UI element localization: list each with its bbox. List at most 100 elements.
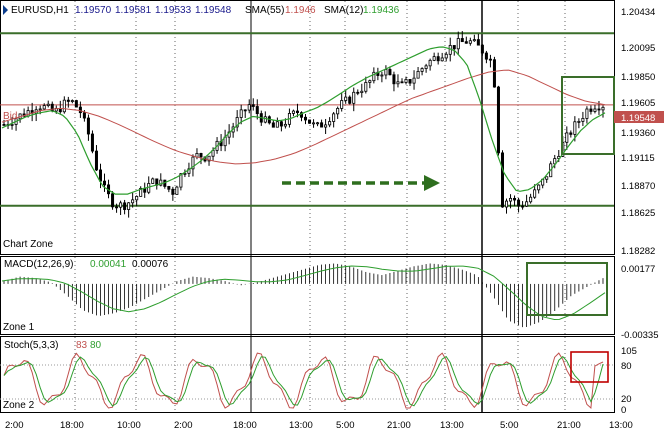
candle-body — [356, 91, 360, 94]
candle-body — [460, 38, 464, 43]
candle-body — [78, 106, 82, 114]
candle-body — [440, 57, 444, 62]
time-tick: 2:00 — [174, 420, 193, 431]
candle-body — [10, 124, 14, 126]
candle-body — [601, 106, 605, 111]
low-value: 1.19533 — [155, 5, 192, 16]
time-tick: 13:00 — [289, 420, 313, 431]
candle-body — [432, 56, 436, 61]
candle-body — [316, 122, 320, 125]
candle-body — [255, 106, 259, 114]
high-value: 1.19581 — [115, 5, 152, 16]
price-tick: 1.19605 — [621, 98, 655, 109]
candle-body — [488, 58, 492, 61]
macd-label: MACD(12,26,9) — [4, 259, 73, 270]
price-tick: 1.18870 — [621, 181, 655, 192]
candle-body — [420, 68, 424, 72]
candle-body — [456, 38, 460, 50]
time-tick: 18:00 — [60, 420, 84, 431]
candle-body — [428, 59, 432, 67]
candle-body — [597, 108, 601, 111]
candle-body — [408, 79, 412, 84]
candle-body — [396, 81, 400, 85]
candle-body — [476, 39, 480, 46]
candle-body — [364, 82, 368, 92]
candle-body — [207, 155, 211, 162]
current-price-tag — [614, 111, 664, 123]
candle-body — [360, 90, 364, 93]
candle-body — [187, 168, 191, 174]
candle-body — [328, 121, 332, 126]
macd-tick: -0.00335 — [621, 330, 659, 341]
macd-panel-frame — [0, 256, 615, 335]
candle-body — [496, 86, 500, 154]
candle-body — [581, 117, 585, 122]
price-tick: 1.18625 — [621, 208, 655, 219]
candles — [2, 31, 605, 218]
price-axis: 1.20434 1.20095 1.19850 1.19605 1.19360 … — [621, 7, 655, 257]
candle-body — [304, 116, 308, 121]
candle-body — [492, 59, 496, 88]
candle-body — [90, 133, 94, 152]
vertical-gridlines — [74, 1, 566, 412]
candle-body — [484, 52, 488, 60]
price-tick: 1.19115 — [621, 153, 655, 164]
stoch-tick: 20 — [621, 394, 632, 405]
candle-body — [42, 105, 46, 110]
sma12-label: SMA(12) — [324, 5, 363, 16]
time-tick: 18:00 — [233, 420, 257, 431]
candle-body — [251, 104, 255, 107]
candle-body — [332, 113, 336, 122]
candle-body — [509, 197, 513, 202]
candle-body — [312, 122, 316, 125]
candle-body — [66, 99, 70, 102]
stoch-value-2: 80 — [90, 340, 102, 351]
candle-body — [103, 180, 107, 186]
price-tick: 1.19360 — [621, 128, 655, 139]
candle-body — [505, 200, 509, 208]
candle-body — [199, 153, 203, 158]
candle-body — [585, 108, 589, 119]
candle-body — [533, 189, 537, 198]
candle-body — [472, 39, 476, 42]
current-price-value: 1.19548 — [621, 113, 655, 124]
candle-body — [235, 117, 239, 128]
time-tick: 2:00 — [5, 420, 24, 431]
open-value: 1.19570 — [75, 5, 112, 16]
candle-body — [464, 41, 468, 44]
candle-body — [38, 108, 42, 111]
candle-body — [115, 206, 119, 209]
symbol-label: EURUSD,H1 — [11, 5, 69, 16]
candle-body — [86, 117, 90, 135]
candle-body — [468, 40, 472, 44]
candle-body — [175, 186, 179, 195]
candle-body — [392, 74, 396, 85]
candle-body — [545, 176, 549, 180]
candle-body — [352, 91, 356, 104]
candle-body — [448, 45, 452, 55]
candle-body — [436, 56, 440, 62]
candle-body — [388, 69, 392, 76]
candle-body — [308, 119, 312, 124]
candle-body — [295, 110, 299, 114]
price-tick: 1.20434 — [621, 7, 655, 18]
candle-body — [247, 104, 251, 111]
candle-body — [565, 132, 569, 143]
candle-body — [480, 44, 484, 54]
time-tick: 13:00 — [609, 420, 633, 431]
sma12-line — [1, 46, 606, 195]
stoch-value-1: 83 — [76, 340, 88, 351]
candle-body — [275, 121, 279, 128]
candle-body — [380, 74, 384, 77]
sma55-label: SMA(55) — [245, 5, 284, 16]
time-tick: 13:00 — [440, 420, 464, 431]
stoch-tick: 105 — [621, 346, 637, 357]
candle-body — [139, 187, 143, 197]
candle-body — [127, 202, 131, 210]
collapse-triangle-icon[interactable] — [3, 5, 8, 15]
macd-value-2: 0.00076 — [132, 259, 169, 270]
time-tick: 21:00 — [387, 420, 411, 431]
candle-body — [400, 81, 404, 84]
time-tick: 10:00 — [117, 420, 141, 431]
